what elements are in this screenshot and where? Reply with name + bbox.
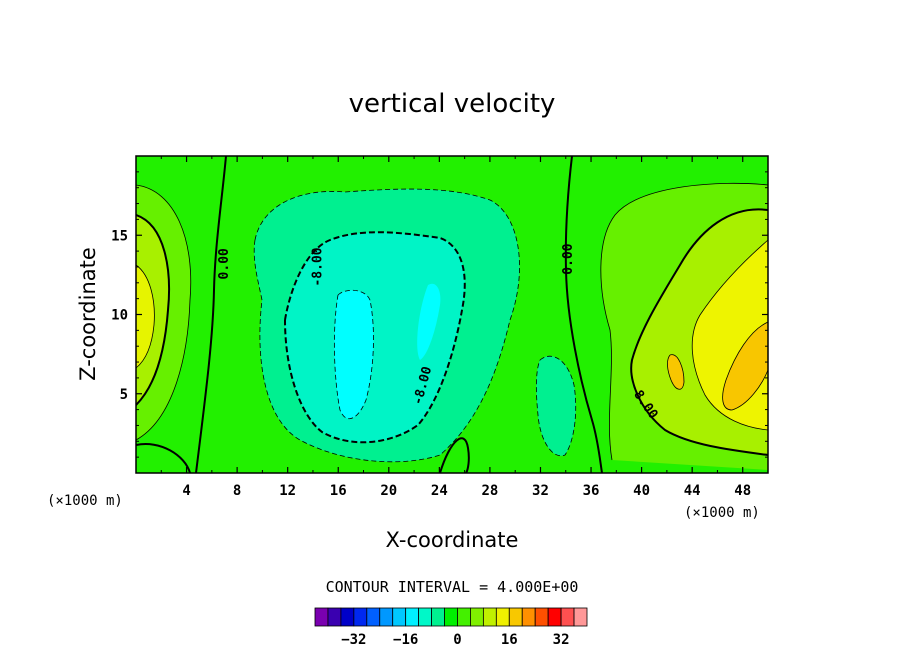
colorbar-tick-label: −32 bbox=[341, 632, 366, 648]
x-tick-label: 8 bbox=[233, 483, 241, 499]
contour-lines-dashed-thick bbox=[284, 231, 466, 444]
colorbar-swatch bbox=[418, 607, 432, 627]
colorbar-swatch bbox=[470, 607, 484, 627]
field-neg-small-right bbox=[536, 356, 576, 456]
contour-field bbox=[136, 156, 768, 473]
x-axis-ticks: 4 8 12 16 20 24 28 32 36 40 44 48 bbox=[160, 156, 751, 499]
contour-lines-thin bbox=[136, 182, 768, 461]
y-tick-label: 10 bbox=[111, 308, 128, 324]
x-tick-label: 36 bbox=[583, 483, 600, 499]
colorbar-tick-label: 32 bbox=[553, 632, 570, 648]
colorbar-swatch bbox=[340, 607, 355, 627]
contour-lines-thick bbox=[136, 156, 768, 473]
colorbar-swatch bbox=[457, 607, 471, 627]
colorbar-swatch bbox=[314, 607, 329, 627]
colorbar-swatch bbox=[573, 607, 588, 627]
contour-label: -8.00 bbox=[311, 247, 326, 286]
x-tick-label: 28 bbox=[481, 483, 498, 499]
colorbar-swatch bbox=[534, 607, 549, 627]
field-neg-mid bbox=[285, 232, 465, 443]
colorbar-tick-label: 0 bbox=[453, 632, 461, 648]
colorbar-swatch bbox=[366, 607, 381, 627]
contour-label: 0.00 bbox=[217, 248, 232, 279]
x-tick-label: 32 bbox=[532, 483, 549, 499]
field-right-core bbox=[722, 322, 768, 410]
colorbar-swatch bbox=[495, 607, 510, 627]
colorbar-swatch bbox=[508, 607, 523, 627]
colorbar-swatch bbox=[327, 607, 342, 627]
x-unit-right: (×1000 m) bbox=[684, 505, 760, 521]
x-tick-label: 16 bbox=[330, 483, 347, 499]
colorbar-swatch bbox=[444, 607, 458, 627]
colorbar-swatch bbox=[482, 607, 497, 627]
y-axis-label: Z-coordinate bbox=[76, 247, 100, 381]
contour-lines-dashed-thin bbox=[253, 188, 577, 463]
colorbar-swatch bbox=[379, 607, 394, 627]
field-neg-core-2 bbox=[417, 283, 441, 360]
contour-interval: CONTOUR INTERVAL = 4.000E+00 bbox=[326, 578, 579, 596]
x-tick-label: 40 bbox=[633, 483, 650, 499]
x-unit-left: (×1000 m) bbox=[47, 493, 123, 509]
field-neg-core-1 bbox=[334, 290, 374, 419]
y-tick-label: 15 bbox=[111, 228, 128, 244]
colorbar-swatch bbox=[521, 607, 536, 627]
x-axis-label: X-coordinate bbox=[386, 528, 519, 552]
x-tick-label: 4 bbox=[182, 483, 190, 499]
colorbar-tick-label: 16 bbox=[501, 632, 518, 648]
colorbar-swatch bbox=[353, 607, 368, 627]
colorbar-swatch bbox=[560, 607, 575, 627]
x-tick-label: 24 bbox=[431, 483, 448, 499]
x-tick-label: 12 bbox=[279, 483, 296, 499]
x-tick-label: 20 bbox=[380, 483, 397, 499]
y-axis-ticks: 5 10 15 bbox=[111, 171, 768, 458]
colorbar-tick-label: −16 bbox=[393, 632, 418, 648]
colorbar-swatch bbox=[547, 607, 562, 627]
chart-title: vertical velocity bbox=[349, 89, 556, 119]
colorbar-swatch bbox=[431, 607, 445, 627]
colorbar-swatch bbox=[405, 607, 420, 627]
colorbar-swatch bbox=[392, 607, 407, 627]
colorbar: −32 −16 0 16 32 bbox=[314, 607, 588, 648]
contour-label: 0.00 bbox=[561, 243, 576, 274]
field-left-lobe-core bbox=[136, 265, 155, 368]
x-tick-label: 48 bbox=[734, 483, 751, 499]
y-tick-label: 5 bbox=[120, 387, 128, 403]
x-tick-label: 44 bbox=[684, 483, 701, 499]
